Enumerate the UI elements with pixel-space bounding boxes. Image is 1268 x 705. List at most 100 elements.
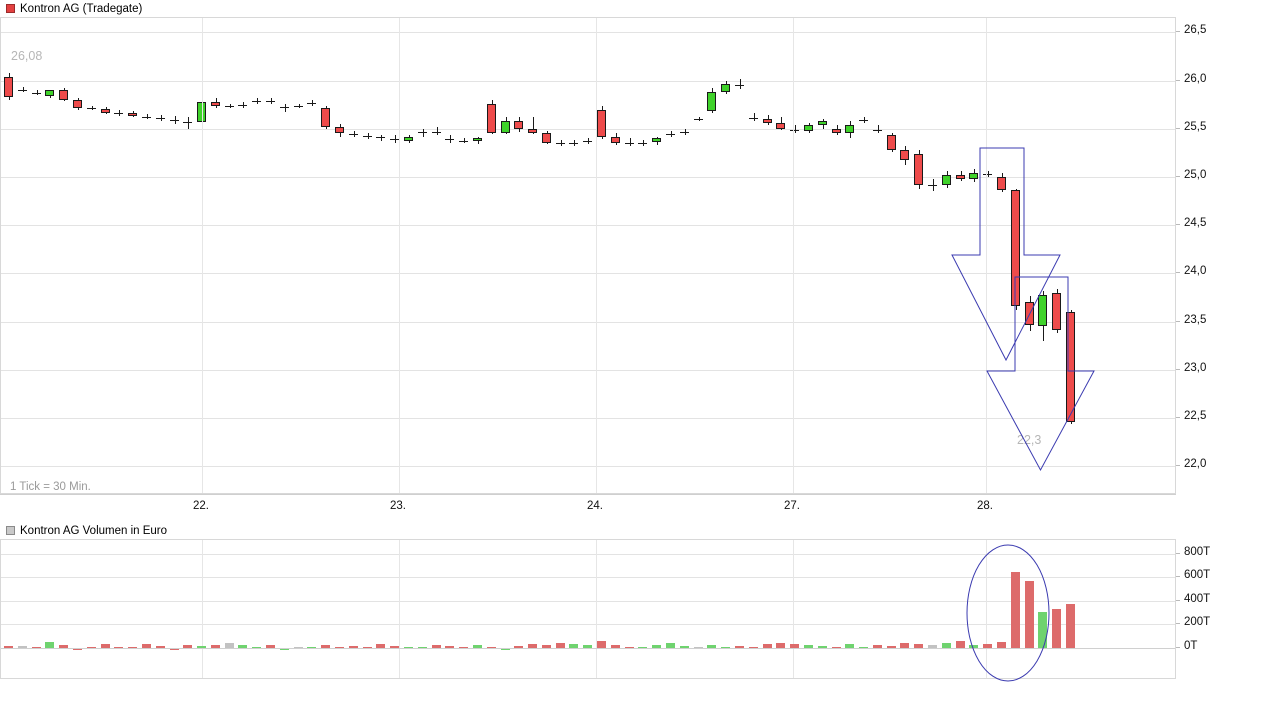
volume-bar — [390, 646, 399, 648]
candle-body-down — [528, 129, 537, 133]
volume-bar — [376, 644, 385, 648]
candle-doji — [432, 132, 441, 133]
candle-doji — [680, 132, 689, 133]
volume-panel-header: Kontron AG Volumen in Euro — [0, 522, 167, 539]
volume-tick-mark — [1176, 600, 1180, 601]
volume-gridline — [1, 577, 1175, 578]
candle-body-down — [73, 100, 82, 108]
candle-body-down — [59, 90, 68, 100]
candle-body-down — [914, 154, 923, 185]
day-separator — [399, 18, 400, 493]
candle-doji — [32, 93, 41, 94]
candle-doji — [735, 85, 744, 86]
candle-doji — [266, 101, 275, 102]
candle-body-up — [652, 138, 661, 142]
volume-bar — [501, 648, 510, 650]
volume-bar — [59, 645, 68, 648]
volume-bar — [956, 641, 965, 648]
volume-bar — [735, 646, 744, 648]
candle-doji — [694, 119, 703, 120]
candle-body-down — [956, 175, 965, 179]
volume-bar — [1011, 572, 1020, 648]
price-axis: 26,5 26,0 25,5 25,0 24,5 24,0 23,5 23,0 22,5 22,0 — [1176, 17, 1268, 494]
volume-bar — [321, 645, 330, 648]
candle-doji — [183, 122, 192, 123]
price-gridline — [1, 466, 1175, 467]
candle-body-down — [128, 113, 137, 116]
volume-panel-title: Kontron AG Volumen in Euro — [20, 524, 168, 537]
square-red-icon — [6, 4, 15, 13]
candle-body-up — [804, 125, 813, 131]
x-tick-label: 23. — [390, 500, 406, 512]
price-tick-mark — [1176, 369, 1180, 370]
candle-body-up — [473, 138, 482, 141]
volume-bar — [611, 645, 620, 648]
volume-bar — [170, 648, 179, 650]
candle-doji — [556, 143, 565, 144]
volume-bar — [528, 644, 537, 648]
day-separator — [596, 18, 597, 493]
candle-doji — [114, 113, 123, 114]
candle-doji — [280, 107, 289, 108]
candle-doji — [418, 132, 427, 133]
price-tick-label: 22,0 — [1184, 458, 1207, 470]
candle-wick — [740, 79, 741, 89]
price-tick-label: 23,5 — [1184, 314, 1207, 326]
volume-bar — [556, 643, 565, 648]
candle-body-up — [969, 173, 978, 179]
candle-body-down — [211, 102, 220, 106]
volume-plot-area[interactable] — [0, 539, 1176, 679]
volume-bar — [473, 645, 482, 648]
candle-body-down — [335, 127, 344, 133]
price-tick-label: 25,0 — [1184, 169, 1207, 181]
price-gridline — [1, 370, 1175, 371]
tick-interval-hint: 1 Tick = 30 Min. — [10, 481, 91, 493]
candle-body-up — [501, 121, 510, 133]
candle-body-down — [514, 121, 523, 129]
volume-bar — [666, 643, 675, 648]
price-tick-label: 24,0 — [1184, 265, 1207, 277]
volume-bar — [887, 646, 896, 648]
candle-body-up — [818, 121, 827, 125]
candle-body-up — [197, 102, 206, 122]
volume-gridline — [1, 624, 1175, 625]
volume-bar — [790, 644, 799, 648]
candle-wick — [381, 135, 382, 141]
price-tick-label: 23,0 — [1184, 362, 1207, 374]
candle-doji — [445, 139, 454, 140]
candle-doji — [376, 137, 385, 138]
price-tick-mark — [1176, 465, 1180, 466]
candle-wick — [464, 138, 465, 143]
volume-bar — [156, 646, 165, 648]
price-tick-label: 26,5 — [1184, 24, 1207, 36]
candle-wick — [23, 87, 24, 92]
candle-doji — [307, 103, 316, 104]
volume-tick-label: 800T — [1184, 546, 1211, 558]
candle-body-up — [45, 90, 54, 96]
volume-bar — [873, 645, 882, 648]
candle-body-down — [1011, 190, 1020, 306]
candle-doji — [363, 136, 372, 137]
volume-tick-mark — [1176, 553, 1180, 554]
candle-doji — [983, 174, 992, 175]
candle-body-down — [611, 137, 620, 143]
volume-tick-label: 600T — [1184, 569, 1211, 581]
price-panel-header: Kontron AG (Tradegate) — [0, 0, 142, 17]
volume-tick-label: 0T — [1184, 640, 1198, 652]
candle-body-down — [101, 109, 110, 113]
volume-tick-mark — [1176, 623, 1180, 624]
price-tick-mark — [1176, 321, 1180, 322]
price-gridline — [1, 177, 1175, 178]
candle-wick — [878, 125, 879, 133]
volume-day-separator — [202, 540, 203, 678]
candle-body-down — [763, 119, 772, 123]
candle-doji — [349, 134, 358, 135]
volume-bar — [845, 644, 854, 648]
candle-doji — [390, 139, 399, 140]
price-plot-area[interactable] — [0, 17, 1176, 494]
volume-tick-label: 400T — [1184, 593, 1211, 605]
candle-doji — [18, 90, 27, 91]
volume-bar — [1066, 604, 1075, 648]
candle-body-up — [404, 137, 413, 141]
price-panel-title: Kontron AG (Tradegate) — [20, 2, 143, 15]
